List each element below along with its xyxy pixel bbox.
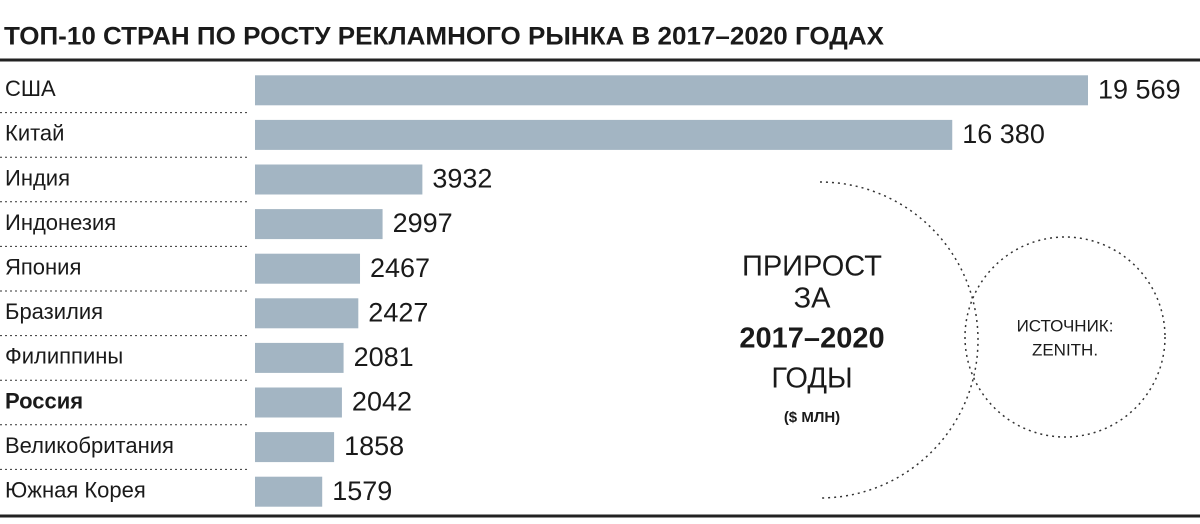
value-label: 19 569 xyxy=(1098,74,1181,104)
category-label: Индонезия xyxy=(5,210,116,235)
bar xyxy=(255,476,323,507)
value-label: 1579 xyxy=(332,476,392,506)
bar xyxy=(255,253,361,284)
bar xyxy=(255,119,953,150)
category-label: Бразилия xyxy=(5,299,103,324)
annotation-text: ЗА xyxy=(794,283,832,315)
category-label: Южная Корея xyxy=(5,478,146,503)
bar xyxy=(255,342,344,373)
value-label: 2081 xyxy=(354,342,414,372)
bar xyxy=(255,164,423,195)
annotation-text: 2017–2020 xyxy=(739,323,884,355)
source-text: ИСТОЧНИК: xyxy=(1017,316,1114,335)
annotation-text: ГОДЫ xyxy=(771,363,852,395)
value-label: 3932 xyxy=(432,164,492,194)
bar xyxy=(255,432,335,463)
category-label: Филиппины xyxy=(5,344,123,369)
circle-outline xyxy=(964,236,1166,438)
source-text: ZENITH. xyxy=(1032,340,1098,359)
category-label: США xyxy=(5,76,56,101)
bar xyxy=(255,75,1088,106)
value-label: 2467 xyxy=(370,253,430,283)
annotation-text: ПРИРОСТ xyxy=(742,251,882,283)
chart-title: ТОП-10 СТРАН ПО РОСТУ РЕКЛАМНОГО РЫНКА В… xyxy=(4,23,884,51)
annotation-text: ($ МЛН) xyxy=(784,409,840,426)
circle-outline xyxy=(819,181,979,499)
category-label: Россия xyxy=(5,388,83,413)
value-label: 2042 xyxy=(352,387,412,417)
category-label: Индия xyxy=(5,165,70,190)
value-label: 2997 xyxy=(393,208,453,238)
category-label: Великобритания xyxy=(5,433,174,458)
bar xyxy=(255,298,359,329)
value-label: 1858 xyxy=(344,431,404,461)
category-label: Япония xyxy=(5,255,81,280)
value-label: 2427 xyxy=(368,297,428,327)
value-label: 16 380 xyxy=(962,119,1045,149)
bar xyxy=(255,209,383,240)
bar xyxy=(255,387,342,418)
category-label: Китай xyxy=(5,121,64,146)
